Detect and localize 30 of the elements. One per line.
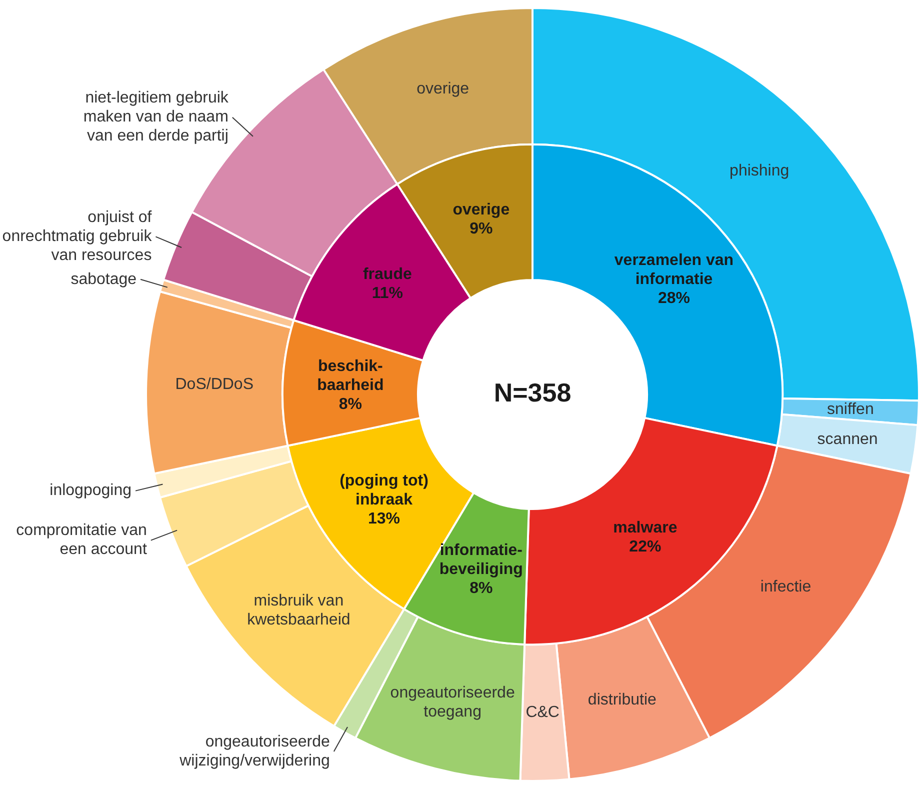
slice-label: inlogpoging (50, 482, 132, 500)
slice-label: ongeautoriseerde toegang (390, 684, 515, 720)
data-label: 11% (372, 285, 404, 302)
data-label: 9% (470, 220, 493, 238)
slice-label: informatie-beveiliging (439, 542, 523, 578)
slice-label: overige (416, 80, 470, 98)
slice-label: compromitatie van een account (16, 522, 148, 558)
slice-label: phishing (730, 162, 790, 180)
data-label: 8% (470, 580, 493, 597)
data-label: 13% (368, 510, 400, 528)
slice-label: fraude (362, 266, 412, 284)
slice-label: DoS/DDoS (175, 376, 254, 393)
slice-label: C&C (526, 704, 560, 722)
slice-label: ongeautoriseerde wijziging/verwijdering (178, 733, 330, 770)
slice-label: misbruik van kwetsbaarheid (247, 592, 350, 628)
data-label: 28% (658, 290, 690, 307)
slice-label: malware (613, 520, 678, 537)
text: N=358 (494, 378, 572, 408)
slice-label: scannen (817, 431, 878, 448)
data-label: 22% (629, 538, 662, 556)
data-label: 8% (338, 396, 362, 414)
slice-label: sniffen (826, 401, 874, 418)
slice-label: infectie (760, 578, 812, 596)
slice-label: distributie (588, 691, 657, 708)
slice-label: sabotage (70, 270, 137, 288)
slice-label: verzamelen van informatie (614, 252, 734, 288)
slice-label: beschik-baarheid (317, 358, 384, 394)
slice-label: (poging tot) inbraak (340, 472, 428, 509)
slice-label: overige (452, 201, 510, 218)
slice-label: niet-legitiem gebruik maken van de naam van een derde partij (83, 90, 230, 145)
